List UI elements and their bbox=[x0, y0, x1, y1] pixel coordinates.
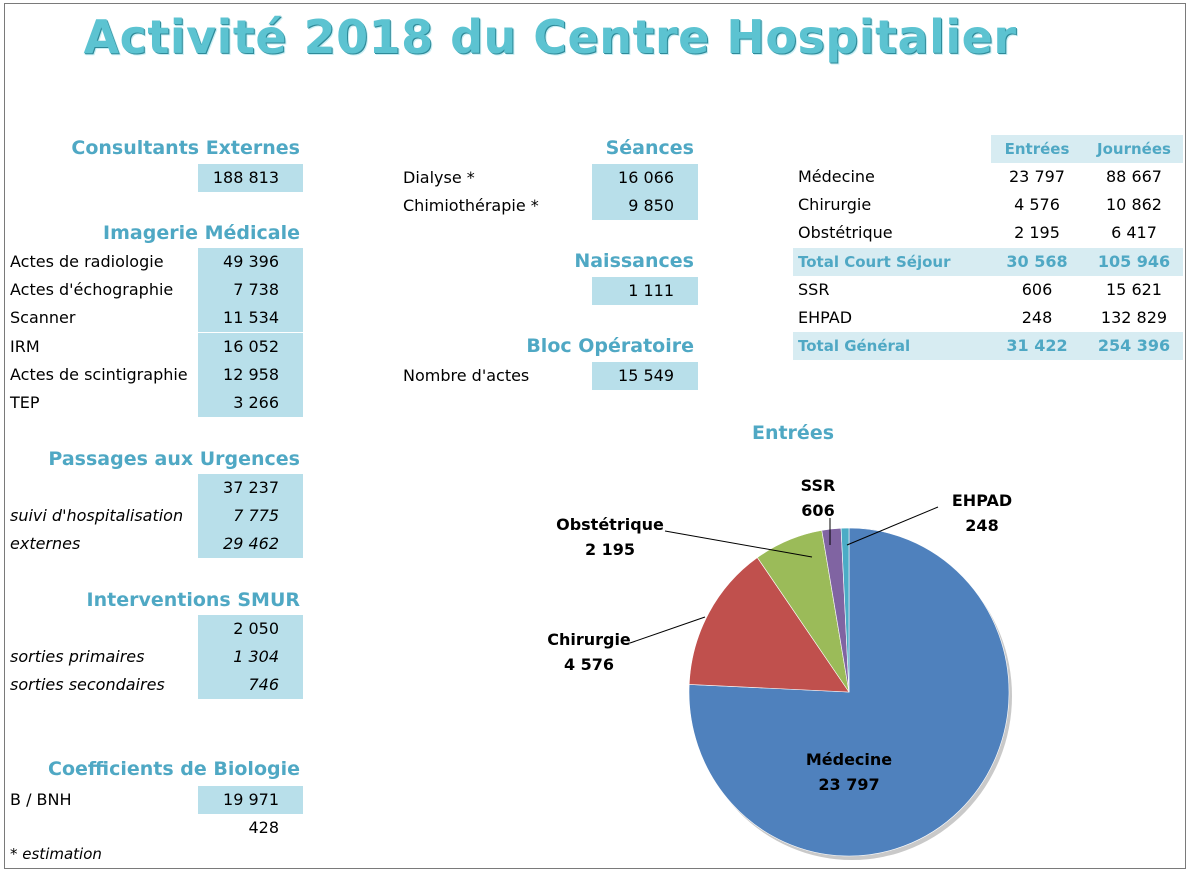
imagerie-row-label: TEP bbox=[10, 393, 40, 412]
imagerie-row-value: 7 738 bbox=[198, 276, 303, 305]
seances-row-value: 16 066 bbox=[592, 164, 698, 192]
sejours-row-journees: 6 417 bbox=[1111, 223, 1157, 243]
page-frame bbox=[4, 3, 1186, 869]
urgences-total: 37 237 bbox=[198, 474, 303, 502]
consultants-value: 188 813 bbox=[198, 164, 303, 192]
sejours-row-journees: 15 621 bbox=[1106, 279, 1162, 299]
imagerie-row-label: IRM bbox=[10, 336, 40, 356]
urgences-row-label: suivi d'hospitalisation bbox=[10, 506, 184, 525]
sejours-header-band bbox=[991, 135, 1183, 163]
sejours-row-entrees: 23 797 bbox=[1009, 167, 1065, 186]
footnote: * estimation bbox=[10, 845, 102, 863]
imagerie-row-label: Actes d'échographie bbox=[10, 280, 174, 300]
sejours-row-journees: 88 667 bbox=[1106, 167, 1162, 186]
sejours-row-label: Obstétrique bbox=[798, 223, 893, 243]
sejours-row-journees: 132 829 bbox=[1100, 308, 1168, 327]
seances-row-label: Chimiothérapie * bbox=[403, 196, 539, 215]
imagerie-row-value: 16 052 bbox=[198, 332, 303, 361]
biologie-value: 19 971 428 bbox=[198, 786, 303, 837]
sejours-row-journees: 254 396 bbox=[1097, 336, 1171, 356]
smur-header: Interventions SMUR bbox=[86, 589, 300, 611]
sejours-row-entrees: 30 568 bbox=[1006, 251, 1068, 271]
imagerie-header: Imagerie Médicale bbox=[103, 222, 300, 244]
bloc-value: 15 549 bbox=[592, 362, 698, 390]
smur-row-value: 1 304 bbox=[198, 643, 303, 671]
sejours-row-entrees: 4 576 bbox=[1014, 195, 1060, 215]
sejours-row-journees: 105 946 bbox=[1097, 251, 1171, 271]
naissances-header: Naissances bbox=[574, 250, 694, 272]
biologie-header: Coefficients de Biologie bbox=[48, 758, 300, 780]
urgences-header: Passages aux Urgences bbox=[48, 448, 300, 470]
bloc-label: Nombre d'actes bbox=[403, 366, 530, 385]
sejours-row-label: Total Général bbox=[798, 337, 911, 356]
sejours-row-journees: 10 862 bbox=[1106, 195, 1162, 215]
sejours-row-label: EHPAD bbox=[798, 308, 853, 327]
smur-row-label: sorties secondaires bbox=[10, 675, 165, 694]
biologie-label: B / BNH bbox=[10, 790, 72, 809]
sejours-row-entrees: 606 bbox=[1021, 279, 1053, 299]
smur-total: 2 050 bbox=[198, 615, 303, 643]
imagerie-row-value: 49 396 bbox=[198, 248, 303, 276]
total-row-band bbox=[793, 332, 1183, 361]
imagerie-row-label: Actes de scintigraphie bbox=[10, 364, 188, 384]
seances-row-value: 9 850 bbox=[592, 192, 698, 220]
total-row-band bbox=[793, 247, 1183, 276]
sejours-row-label: Chirurgie bbox=[798, 195, 872, 215]
bloc-header: Bloc Opératoire bbox=[526, 335, 694, 357]
urgences-row-value: 7 775 bbox=[198, 502, 303, 530]
imagerie-row-value: 3 266 bbox=[198, 389, 303, 417]
consultants-header: Consultants Externes bbox=[71, 137, 300, 159]
sejours-row-entrees: 31 422 bbox=[1006, 336, 1068, 356]
imagerie-row-value: 11 534 bbox=[198, 304, 303, 333]
smur-row-value: 746 bbox=[198, 671, 303, 699]
urgences-row-value: 29 462 bbox=[198, 530, 303, 558]
sejours-row-label: Médecine bbox=[798, 167, 875, 186]
sejours-row-label: Total Court Séjour bbox=[798, 252, 951, 271]
col-journees: Journées bbox=[1097, 140, 1171, 158]
seances-row-label: Dialyse * bbox=[403, 168, 475, 187]
urgences-row-label: externes bbox=[10, 534, 81, 553]
smur-row-label: sorties primaires bbox=[10, 647, 145, 666]
sejours-row-label: SSR bbox=[798, 279, 830, 299]
naissances-value: 1 111 bbox=[592, 277, 698, 305]
sejours-row-entrees: 248 bbox=[1021, 308, 1053, 327]
seances-header: Séances bbox=[605, 137, 694, 159]
sejours-row-entrees: 2 195 bbox=[1014, 223, 1060, 243]
imagerie-row-label: Scanner bbox=[10, 308, 76, 328]
imagerie-row-value: 12 958 bbox=[198, 360, 303, 389]
col-entrees: Entrées bbox=[1004, 140, 1070, 158]
imagerie-row-label: Actes de radiologie bbox=[10, 252, 164, 271]
page-title: Activité 2018 du Centre Hospitalier bbox=[83, 10, 1017, 64]
